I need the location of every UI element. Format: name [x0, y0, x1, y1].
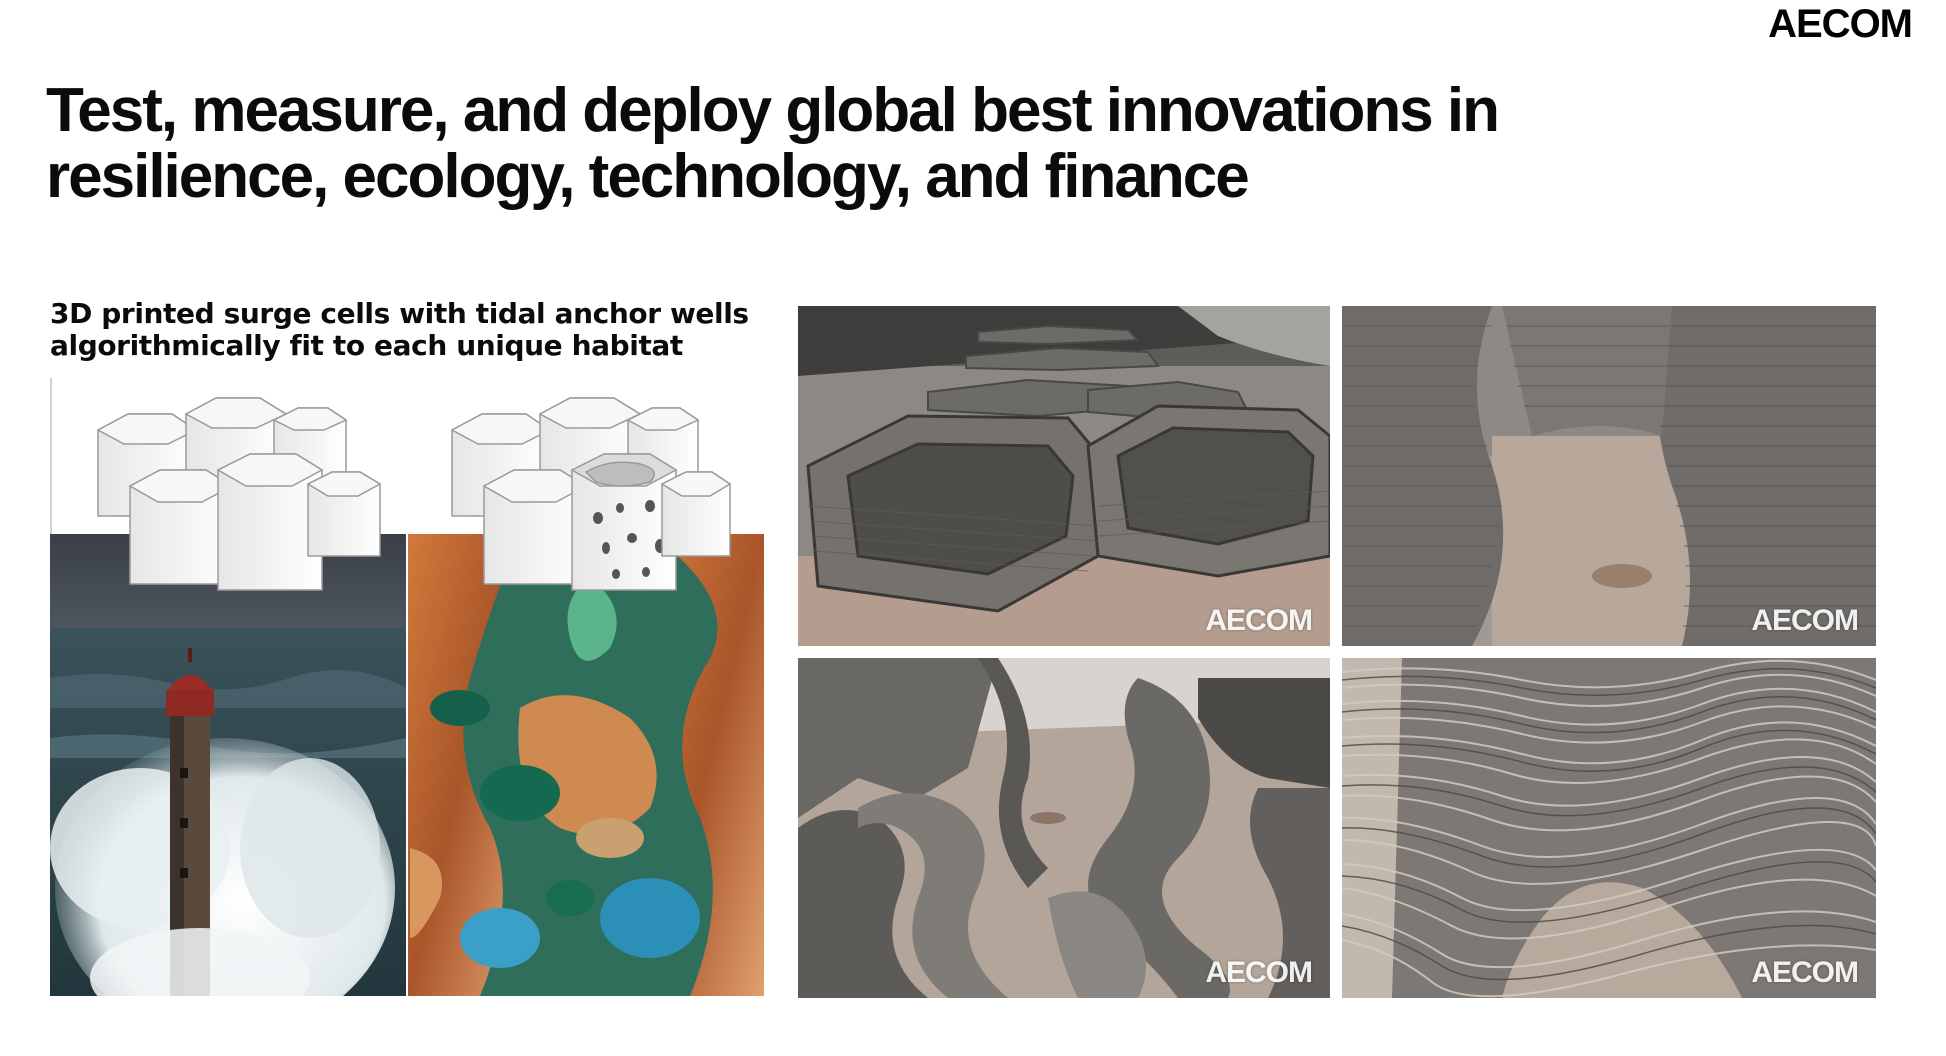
aecom-watermark: AECOM: [1205, 956, 1313, 989]
left-caption: 3D printed surge cells with tidal anchor…: [50, 297, 749, 362]
habitat-illustration-graphic: [50, 378, 764, 996]
aecom-watermark: AECOM: [1751, 956, 1859, 989]
photo-rippled-layers: AECOM: [1342, 658, 1876, 998]
habitat-illustration: [50, 378, 764, 996]
layered-walls-graphic: [1342, 306, 1876, 646]
rippled-layers-graphic: [1342, 658, 1876, 998]
aecom-watermark: AECOM: [1205, 604, 1313, 637]
photo-layered-walls: AECOM: [1342, 306, 1876, 646]
wavy-walls-graphic: [798, 658, 1330, 998]
photo-wavy-walls: AECOM: [798, 658, 1330, 998]
hex-cells-graphic: [798, 306, 1330, 646]
photo-hex-cells: AECOM: [798, 306, 1330, 646]
aecom-watermark: AECOM: [1751, 604, 1859, 637]
slide-title: Test, measure, and deploy global best in…: [46, 76, 1500, 211]
aecom-logo: AECOM: [1768, 2, 1913, 46]
